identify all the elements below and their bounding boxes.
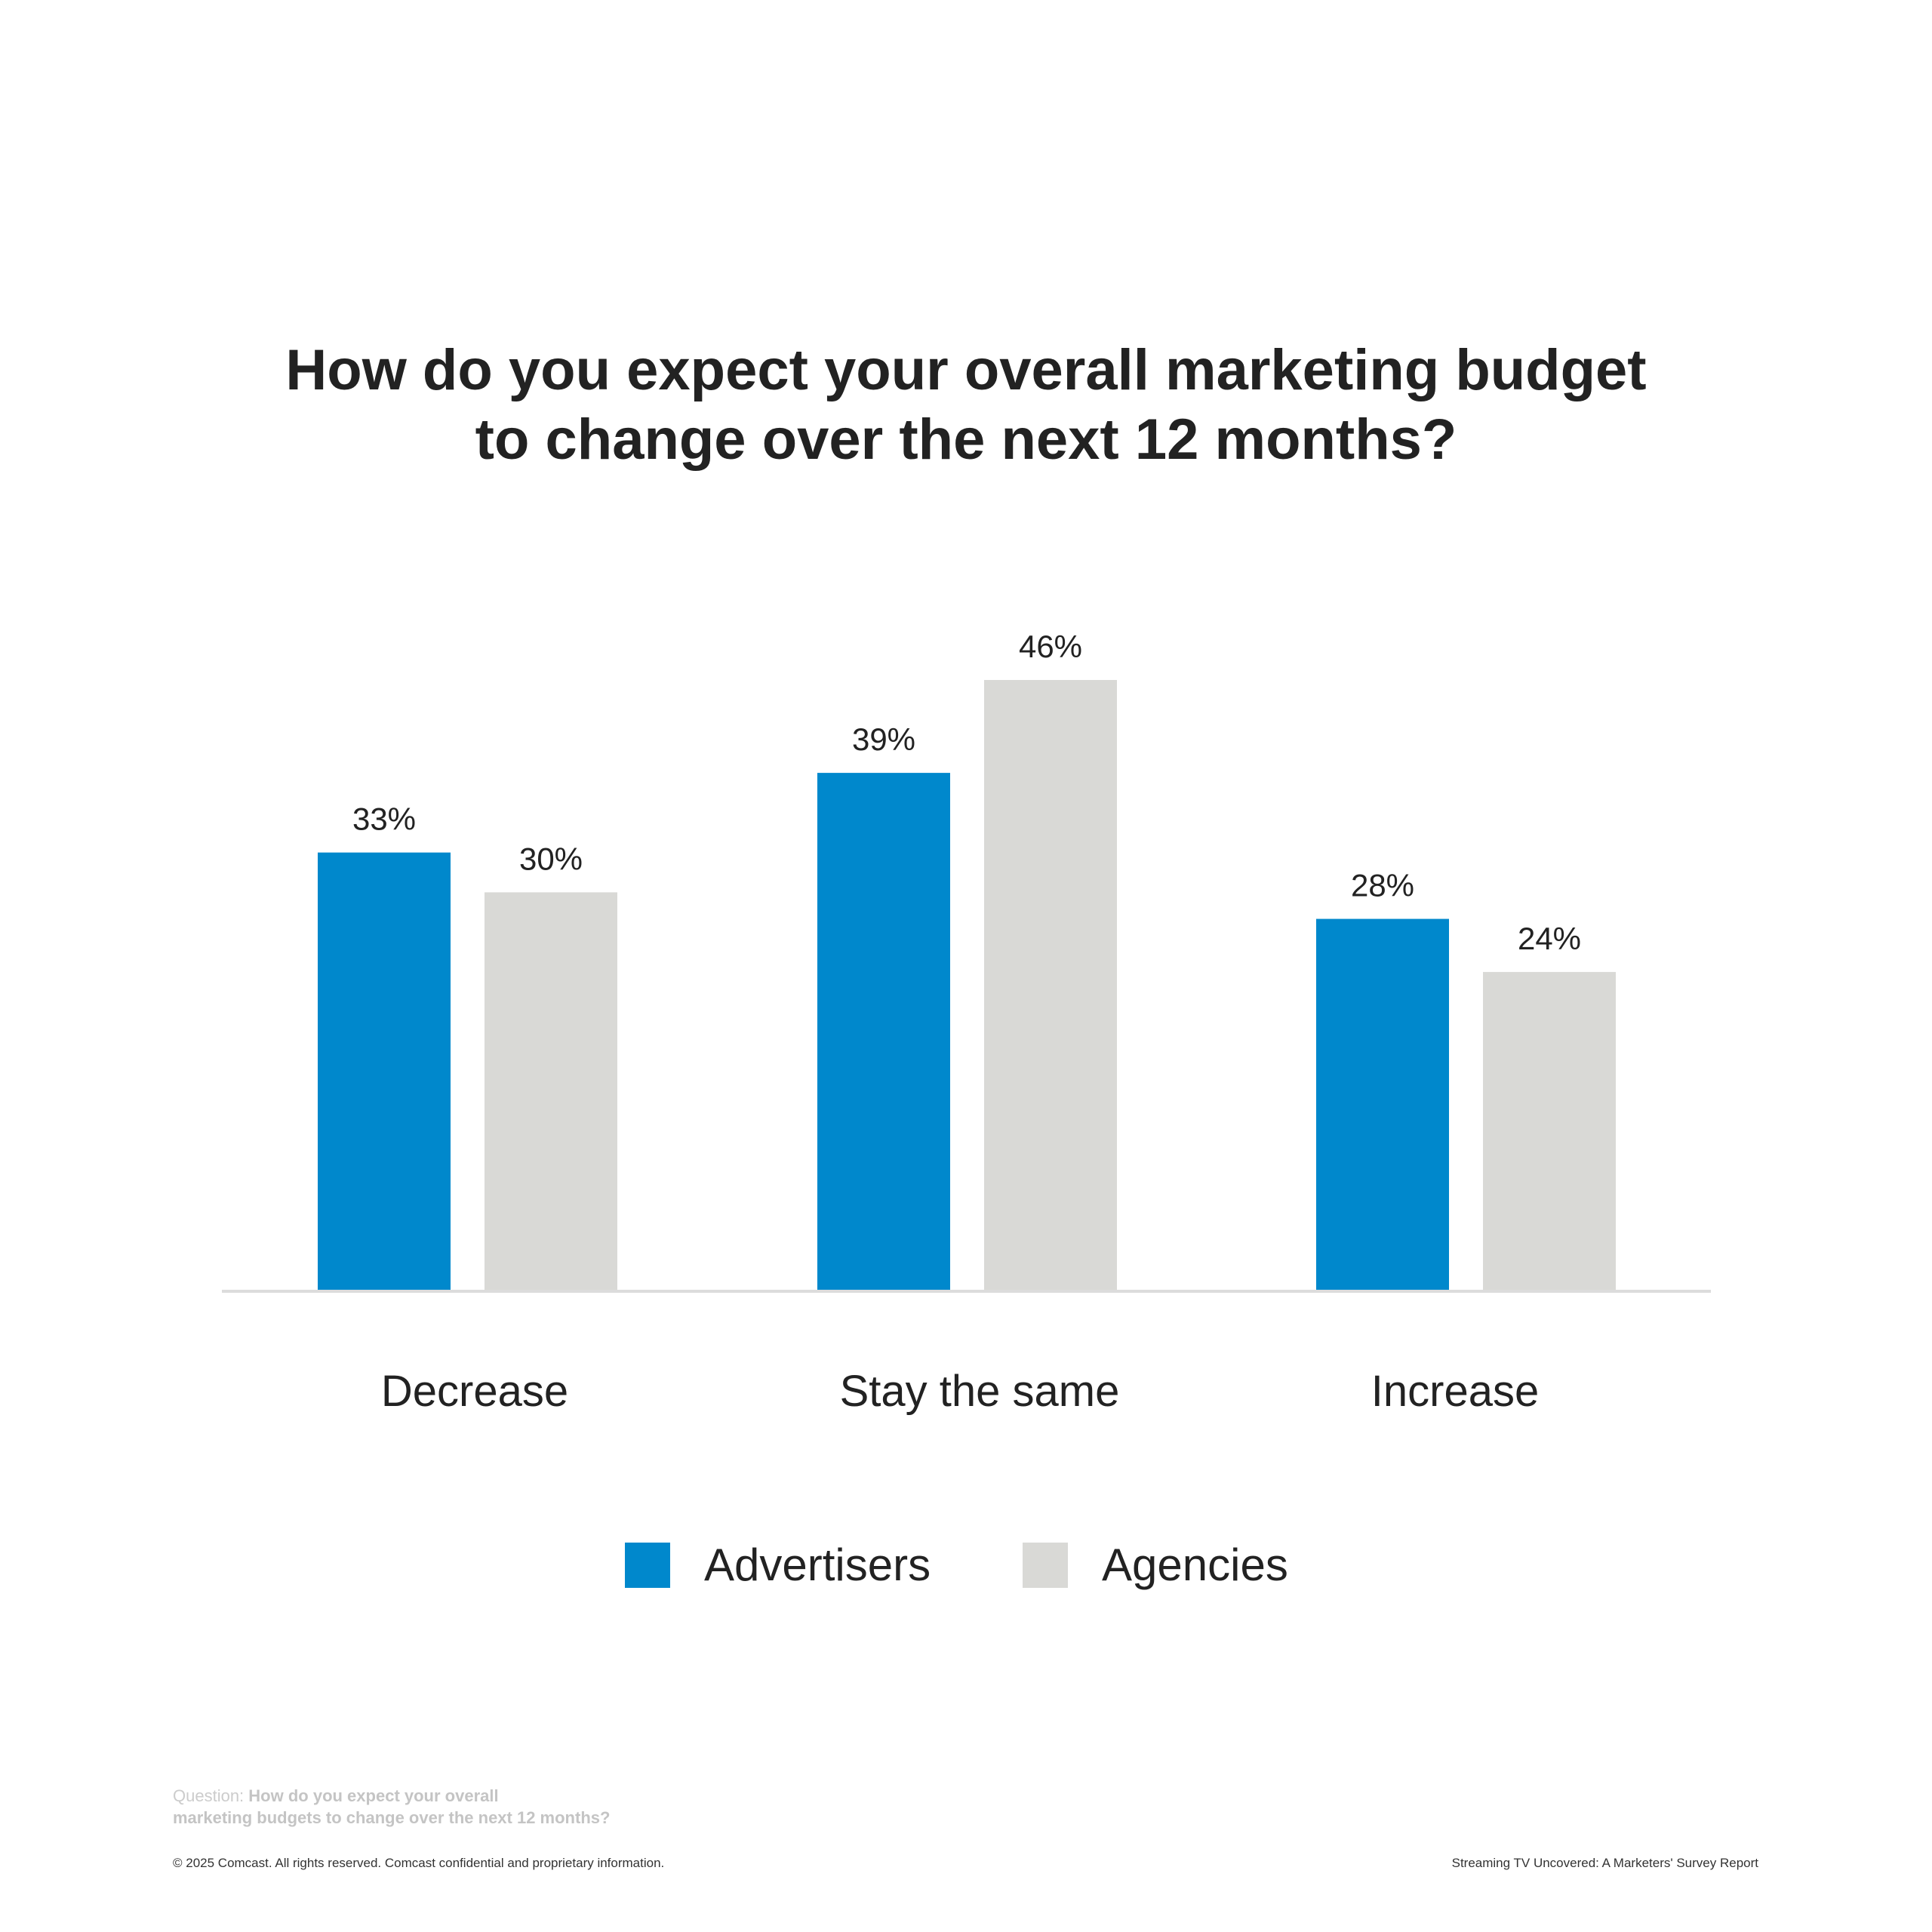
bar-agencies-stay-the-same [984, 680, 1117, 1291]
question-line-1: How do you expect your overall [248, 1786, 499, 1805]
legend-item-agencies: Agencies [1023, 1539, 1288, 1591]
data-label: 33% [352, 801, 416, 837]
bar-advertisers-decrease [318, 852, 451, 1291]
title-line-2: to change over the next 12 months? [475, 408, 1457, 472]
category-label-decrease: Decrease [380, 1367, 569, 1416]
copyright: © 2025 Comcast. All rights reserved. Com… [173, 1856, 665, 1870]
data-label: 39% [852, 721, 915, 757]
legend-swatch-agencies [1023, 1542, 1068, 1588]
question-line-2: marketing budgets to change over the nex… [173, 1808, 611, 1827]
data-label: 28% [1351, 868, 1414, 903]
data-label: 30% [519, 841, 583, 876]
category-label-increase: Increase [1371, 1367, 1540, 1416]
bar-agencies-increase [1483, 971, 1616, 1291]
category-label-stay-the-same: Stay the same [839, 1367, 1120, 1416]
bar-advertisers-increase [1316, 918, 1449, 1291]
legend-item-advertisers: Advertisers [625, 1539, 931, 1591]
chart-title: How do you expect your overall marketing… [0, 336, 1932, 475]
report-title: Streaming TV Uncovered: A Marketers' Sur… [1451, 1856, 1758, 1870]
data-label: 24% [1518, 921, 1581, 956]
question-label: Question: [173, 1786, 245, 1805]
legend-swatch-advertisers [625, 1542, 670, 1588]
bar-agencies-decrease [485, 892, 617, 1291]
legend-label-advertisers: Advertisers [704, 1540, 931, 1590]
question-note: Question: How do you expect your overall… [173, 1785, 610, 1829]
title-line-1: How do you expect your overall marketing… [285, 338, 1647, 402]
data-label: 46% [1019, 629, 1082, 664]
legend-label-agencies: Agencies [1102, 1540, 1288, 1590]
bar-advertisers-stay-the-same [817, 773, 950, 1291]
